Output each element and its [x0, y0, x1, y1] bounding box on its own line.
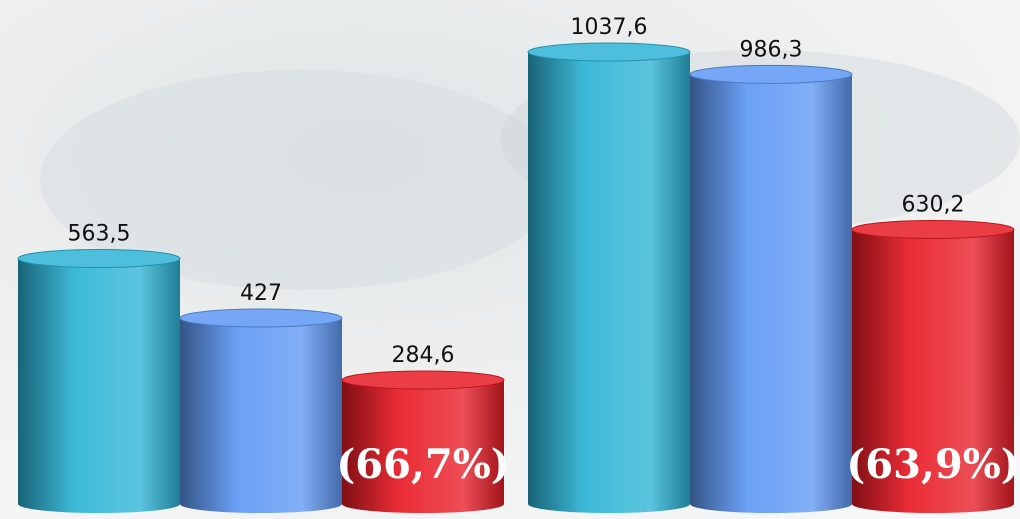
bar — [18, 259, 180, 513]
bar-top — [690, 65, 852, 83]
bar-top — [342, 371, 504, 389]
value-label: 427 — [240, 281, 282, 306]
value-label: 986,3 — [740, 37, 803, 62]
bar-top — [18, 250, 180, 268]
bar — [690, 74, 852, 513]
annotation: (63,9%) — [846, 441, 1019, 488]
bar — [180, 318, 342, 513]
value-label: 284,6 — [392, 343, 455, 368]
value-label: 630,2 — [902, 192, 965, 217]
value-label: 1037,6 — [571, 15, 648, 40]
chart: 563,5 427 284,6 1037,6 986,3 630,2 (66,7%) (63,… — [0, 0, 1020, 519]
bar-top — [852, 220, 1014, 238]
bar — [528, 52, 690, 513]
bar-top — [528, 43, 690, 61]
annotation: (66,7%) — [336, 441, 509, 488]
value-label: 563,5 — [68, 222, 131, 247]
bar-top — [180, 309, 342, 327]
